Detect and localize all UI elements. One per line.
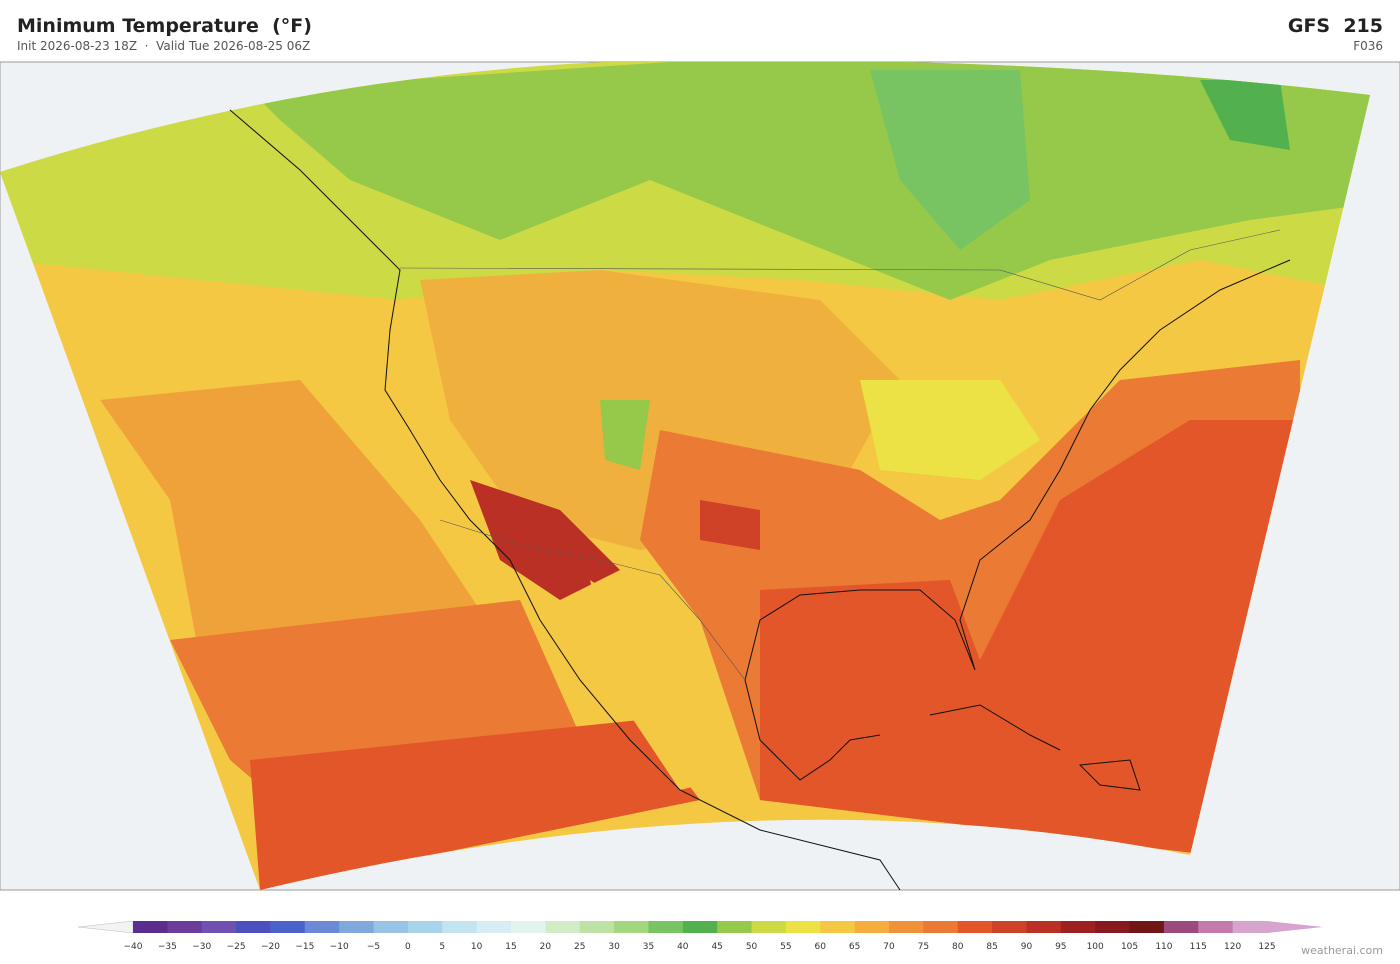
- colorbar-bin: [614, 921, 649, 933]
- colorbar-label: 115: [1190, 942, 1207, 952]
- colorbar-label: 55: [780, 942, 791, 952]
- colorbar-label: 15: [505, 942, 516, 952]
- forecast-hour: F036: [1353, 39, 1383, 53]
- colorbar-bin: [1129, 921, 1165, 933]
- colorbar-label: −15: [295, 942, 314, 952]
- colorbar-bin: [751, 921, 787, 933]
- colorbar-bin: [1198, 921, 1234, 933]
- colorbar-label: 100: [1087, 942, 1104, 952]
- colorbar-label: −25: [227, 942, 246, 952]
- colorbar-bin: [201, 921, 237, 933]
- colorbar-bin: [923, 921, 959, 933]
- subtitle: Init 2026-08-23 18Z · Valid Tue 2026-08-…: [17, 39, 311, 53]
- colorbar-label: 20: [540, 942, 552, 952]
- colorbar-bin: [236, 921, 271, 933]
- colorbar-label: 85: [986, 942, 997, 952]
- colorbar-label: −5: [367, 942, 380, 952]
- colorbar-bin: [682, 921, 718, 933]
- coastlines: [229, 109, 1291, 890]
- colorbar-bin: [373, 921, 409, 933]
- colorbar-bin: [889, 921, 924, 933]
- colorbar-bin: [545, 921, 581, 933]
- colorbar-label: 110: [1155, 942, 1172, 952]
- colorbar-bin: [992, 921, 1027, 933]
- colorbar-label: 65: [849, 942, 860, 952]
- colorbar-label: 0: [405, 942, 411, 952]
- colorbar-label: 40: [677, 942, 689, 952]
- colorbar-label: 30: [608, 942, 620, 952]
- colorbar-bin: [339, 921, 375, 933]
- colorbar-extend-low: [77, 920, 134, 934]
- colorbar-label: 50: [746, 942, 758, 952]
- colorbar-label: 120: [1224, 942, 1241, 952]
- colorbar-bin: [1060, 921, 1096, 933]
- colorbar-bin: [133, 921, 168, 933]
- colorbar-label: 5: [439, 942, 445, 952]
- colorbar-label: −30: [192, 942, 211, 952]
- colorbar-label: 35: [643, 942, 654, 952]
- colorbar-label: 105: [1121, 942, 1138, 952]
- colorbar-label: 75: [918, 942, 929, 952]
- model-label: GFS 215: [1287, 15, 1383, 37]
- colorbar-label: −40: [124, 942, 143, 952]
- colorbar-bin: [820, 921, 856, 933]
- borders: [399, 229, 1281, 681]
- colorbar-label: −10: [330, 942, 349, 952]
- colorbar-label: 70: [883, 942, 895, 952]
- colorbar-bin: [476, 921, 512, 933]
- colorbar-label: 125: [1258, 942, 1275, 952]
- colorbar-bin: [854, 921, 890, 933]
- colorbar-label: 95: [1055, 942, 1066, 952]
- colorbar-bin: [785, 921, 821, 933]
- colorbar-bin: [407, 921, 443, 933]
- colorbar-label: 90: [1021, 942, 1033, 952]
- colorbar-extend-high: [1267, 921, 1323, 933]
- colorbar-bin: [1026, 921, 1062, 933]
- colorbar-bin: [167, 921, 203, 933]
- colorbar-bin: [511, 921, 546, 933]
- colorbar-bin: [579, 921, 615, 933]
- colorbar-label: 80: [952, 942, 964, 952]
- colorbar-bin: [957, 921, 993, 933]
- colorbar-bin: [304, 921, 340, 933]
- colorbar-bin: [270, 921, 306, 933]
- colorbar-label: −35: [158, 942, 177, 952]
- temperature-field: [0, 62, 1370, 890]
- watermark: weatherai.com: [1301, 944, 1383, 957]
- colorbar-bin: [1095, 921, 1131, 933]
- colorbar-label: 10: [471, 942, 483, 952]
- colorbar-label: 25: [574, 942, 585, 952]
- colorbar-bin: [1232, 921, 1268, 933]
- colorbar-label: 45: [711, 942, 722, 952]
- colorbar-bin: [1163, 921, 1199, 933]
- colorbar-bin: [717, 921, 753, 933]
- colorbar-bin: [648, 921, 684, 933]
- colorbar-label: 60: [815, 942, 827, 952]
- colorbar-label: −20: [261, 942, 280, 952]
- title: Minimum Temperature (°F): [17, 15, 312, 37]
- colorbar-bin: [442, 921, 478, 933]
